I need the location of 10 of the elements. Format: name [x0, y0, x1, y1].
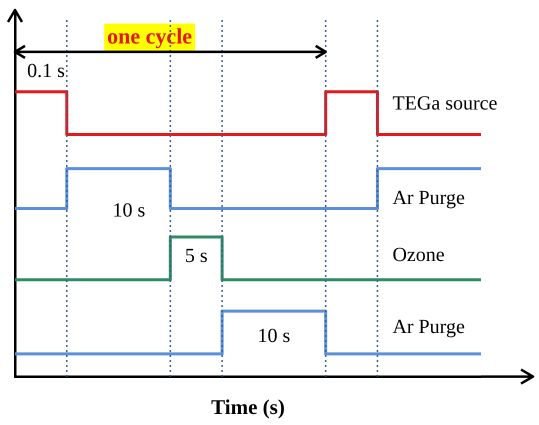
- text: 0.1 s: [27, 60, 66, 82]
- series-label: Ar Purge: [392, 316, 465, 338]
- text: one cycle: [107, 23, 192, 48]
- series-label: Ar Purge: [392, 186, 465, 209]
- annotation: 10 s: [112, 200, 146, 222]
- x-axis-title: Time (s): [211, 394, 285, 419]
- annotation: 5 s: [184, 245, 208, 268]
- annotation: 10 s: [257, 324, 290, 347]
- series-label: Ozone: [392, 244, 445, 266]
- series-label: TEGa source: [392, 92, 498, 115]
